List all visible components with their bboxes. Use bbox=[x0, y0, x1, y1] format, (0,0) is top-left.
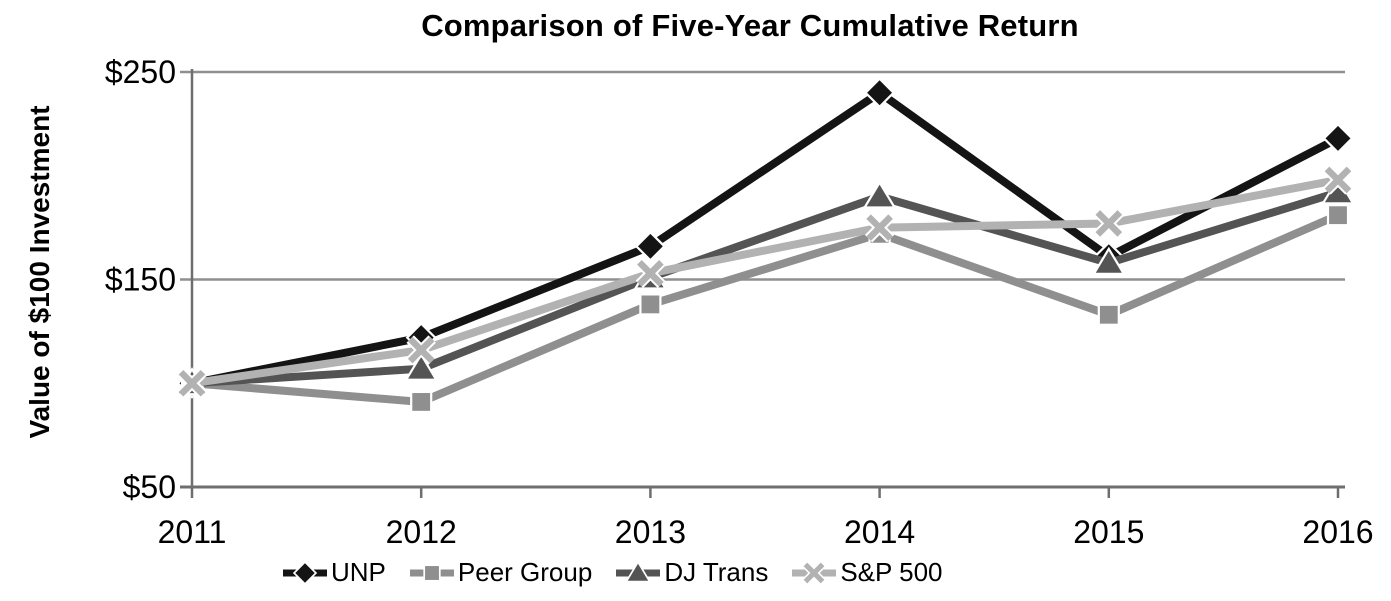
legend-marker-s-p-500 bbox=[803, 562, 825, 583]
series-marker-peer-group-2013 bbox=[639, 293, 662, 316]
series-marker-s-p-500-2012 bbox=[407, 336, 435, 364]
square-marker-icon bbox=[409, 563, 454, 582]
series-marker-dj-trans-2012 bbox=[404, 352, 439, 381]
x-tick-label-2014: 2014 bbox=[844, 514, 915, 550]
series-line-s-p-500 bbox=[188, 175, 1342, 388]
legend-item-s-p-500: S&P 500 bbox=[792, 557, 943, 588]
legend-label-peer-group: Peer Group bbox=[457, 557, 593, 587]
series-marker-dj-trans-2014 bbox=[862, 180, 897, 209]
series-line-unp bbox=[188, 87, 1342, 388]
series-marker-unp-2016 bbox=[1322, 122, 1354, 154]
x-marker-icon bbox=[792, 561, 837, 584]
y-tick-label-50: $50 bbox=[123, 469, 176, 505]
y-tick-label-250: $250 bbox=[105, 54, 176, 90]
legend-marker-dj-trans bbox=[625, 559, 652, 582]
series-line-peer-group bbox=[188, 211, 1342, 406]
series-marker-unp-2014 bbox=[864, 77, 896, 109]
x-tick-label-2011: 2011 bbox=[158, 514, 227, 550]
series-marker-peer-group-2015 bbox=[1097, 303, 1120, 326]
series-marker-unp-2013 bbox=[634, 230, 666, 262]
series-marker-s-p-500-2015 bbox=[1095, 210, 1123, 237]
legend-label-s-p-500: S&P 500 bbox=[840, 557, 943, 587]
chart-title: Comparison of Five-Year Cumulative Retur… bbox=[421, 8, 1079, 43]
x-tick-label-2013: 2013 bbox=[615, 514, 686, 550]
legend-marker-peer-group bbox=[423, 563, 441, 582]
series-marker-peer-group-2016 bbox=[1326, 204, 1350, 227]
legend-item-peer-group: Peer Group bbox=[409, 557, 593, 588]
series-marker-s-p-500-2011 bbox=[178, 369, 206, 397]
legend-label-dj-trans: DJ Trans bbox=[664, 557, 769, 587]
diamond-marker-icon bbox=[283, 560, 327, 585]
series-marker-dj-trans-2015 bbox=[1091, 246, 1126, 275]
y-tick-label-150: $150 bbox=[105, 262, 176, 298]
legend: UNP Peer Group DJ Trans S&P 500 bbox=[283, 557, 943, 588]
series-marker-s-p-500-2016 bbox=[1324, 166, 1352, 194]
legend-marker-unp bbox=[292, 560, 318, 585]
legend-label-unp: UNP bbox=[331, 557, 386, 587]
series-marker-peer-group-2012 bbox=[410, 390, 433, 414]
series-marker-s-p-500-2014 bbox=[866, 214, 893, 241]
x-tick-label-2015: 2015 bbox=[1073, 514, 1144, 550]
legend-item-unp: UNP bbox=[283, 557, 386, 588]
series-line-dj-trans bbox=[188, 188, 1342, 388]
triangle-marker-icon bbox=[616, 559, 661, 582]
x-tick-label-2016: 2016 bbox=[1302, 514, 1373, 550]
x-tick-label-2012: 2012 bbox=[386, 514, 457, 550]
legend-item-dj-trans: DJ Trans bbox=[616, 557, 768, 588]
series-marker-s-p-500-2013 bbox=[637, 259, 664, 287]
